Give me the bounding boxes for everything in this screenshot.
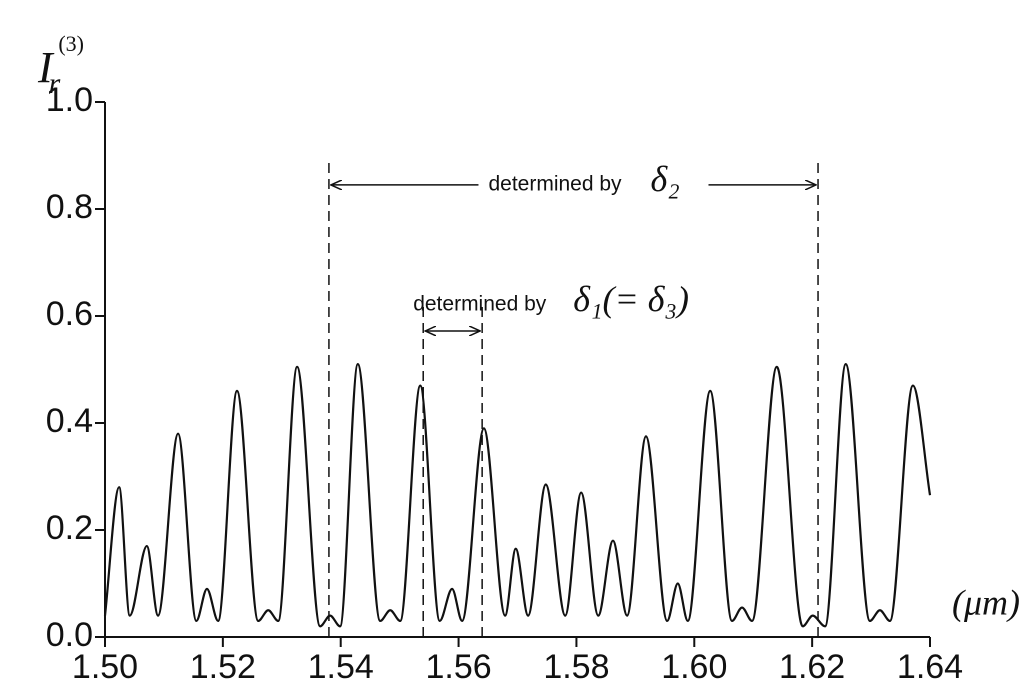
x-tick-label: 1.58 <box>543 648 609 686</box>
x-tick-label: 1.64 <box>897 648 963 686</box>
y-tick-label: 0.0 <box>46 616 93 654</box>
annotation-math: δ₁(= δ₃) <box>573 279 689 319</box>
y-axis-label: Ir (3) <box>37 31 84 100</box>
y-label-sup: (3) <box>58 31 84 56</box>
annotation-text: determined by <box>488 172 622 195</box>
x-tick-label: 1.62 <box>779 648 845 686</box>
annotation: determined by δ₂ <box>331 159 816 199</box>
x-axis-label: (μm) <box>952 582 1020 622</box>
y-tick-label: 0.2 <box>46 509 93 547</box>
x-tick-label: 1.52 <box>190 648 256 686</box>
y-tick-label: 1.0 <box>46 81 93 119</box>
x-tick-label: 1.50 <box>72 648 138 686</box>
y-tick-label: 0.4 <box>46 402 93 440</box>
data-line <box>103 363 932 628</box>
y-tick-label: 0.6 <box>46 295 93 333</box>
x-tick-label: 1.60 <box>661 648 727 686</box>
x-tick-label: 1.54 <box>308 648 374 686</box>
x-tick-label: 1.56 <box>425 648 491 686</box>
y-label-base: I <box>37 43 55 92</box>
annotation-text: determined by <box>413 293 547 316</box>
annotation: determined by δ₁(= δ₃) <box>413 279 689 331</box>
y-label-sub: r <box>49 67 61 100</box>
annotation-math: δ₂ <box>650 159 679 199</box>
y-tick-label: 0.8 <box>46 188 93 226</box>
